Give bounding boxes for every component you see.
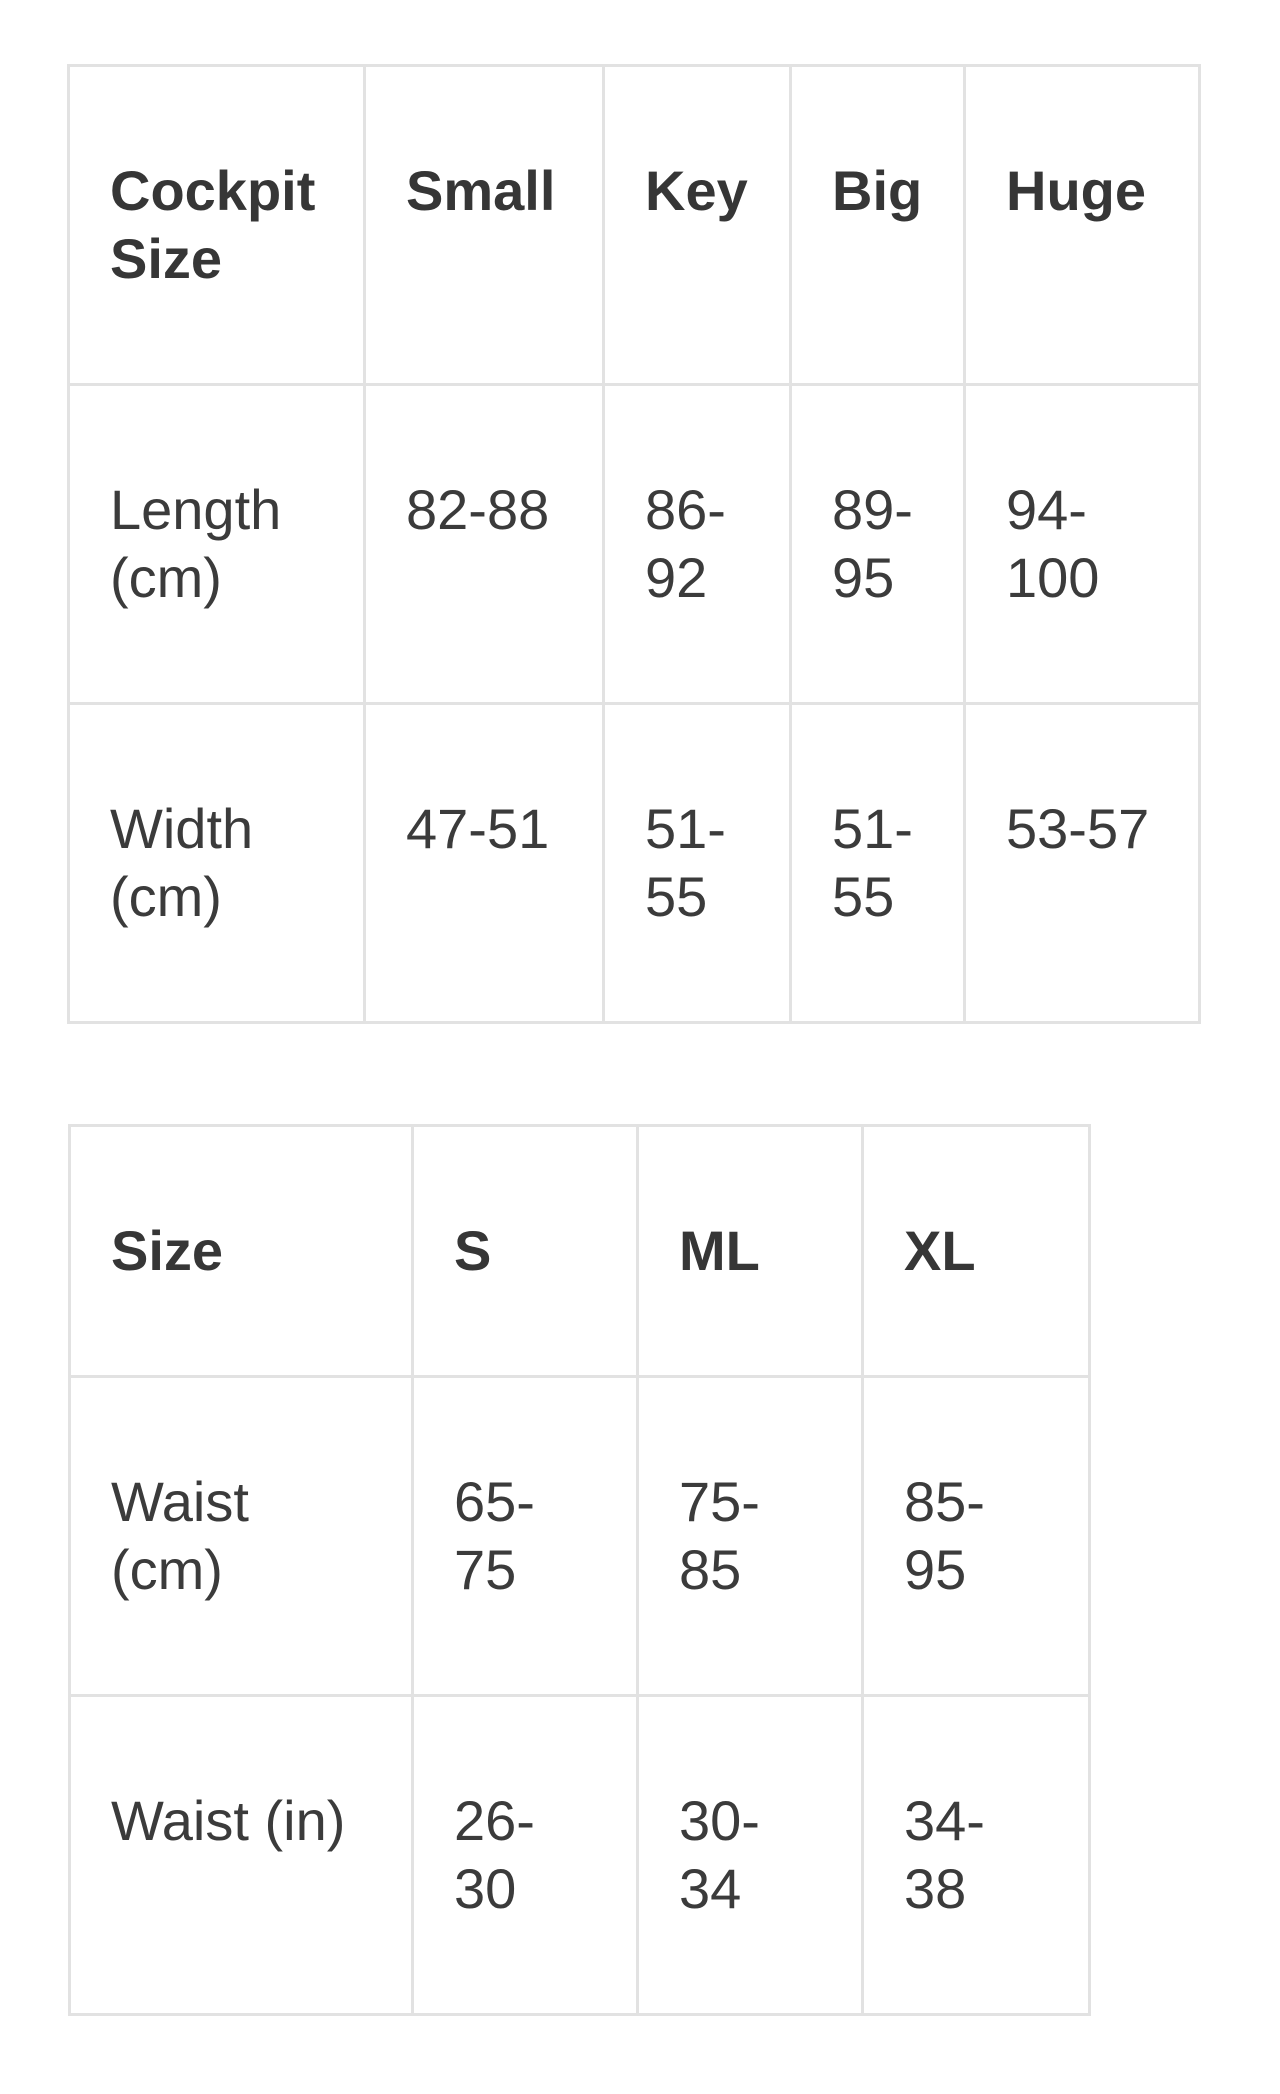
header-cell-xl: XL <box>861 1124 1091 1378</box>
header-cell-small: Small <box>363 64 605 386</box>
header-cell-cockpit-size: Cockpit Size <box>67 64 366 386</box>
cell-width-key: 51- 55 <box>602 702 792 1024</box>
cell-length-big: 89- 95 <box>789 383 966 705</box>
cockpit-table-row-length: Length (cm) 82-88 86- 92 89- 95 94- 100 <box>67 383 1201 705</box>
header-cell-huge: Huge <box>963 64 1201 386</box>
size-table: Size S ML XL Waist (cm) 65- 75 75- 85 85… <box>68 1124 1091 2016</box>
cockpit-table-header-row: Cockpit Size Small Key Big Huge <box>67 64 1201 386</box>
cell-waist-in-ml: 30- 34 <box>636 1694 864 2016</box>
cell-waist-in-xl: 34- 38 <box>861 1694 1091 2016</box>
header-cell-size: Size <box>68 1124 414 1378</box>
cell-waist-in-s: 26- 30 <box>411 1694 639 2016</box>
cell-width-huge: 53-57 <box>963 702 1201 1024</box>
cell-length-huge: 94- 100 <box>963 383 1201 705</box>
cockpit-size-table: Cockpit Size Small Key Big Huge Length (… <box>67 64 1201 1024</box>
header-cell-key: Key <box>602 64 792 386</box>
cell-length-key: 86- 92 <box>602 383 792 705</box>
header-cell-s: S <box>411 1124 639 1378</box>
cell-waist-cm-ml: 75- 85 <box>636 1375 864 1697</box>
header-cell-big: Big <box>789 64 966 386</box>
size-table-row-waist-in: Waist (in) 26- 30 30- 34 34- 38 <box>68 1694 1091 2016</box>
row-label-waist-in: Waist (in) <box>68 1694 414 2016</box>
row-label-waist-cm: Waist (cm) <box>68 1375 414 1697</box>
cell-waist-cm-s: 65- 75 <box>411 1375 639 1697</box>
cell-length-small: 82-88 <box>363 383 605 705</box>
row-label-width-cm: Width (cm) <box>67 702 366 1024</box>
size-table-header-row: Size S ML XL <box>68 1124 1091 1378</box>
row-label-length-cm: Length (cm) <box>67 383 366 705</box>
cell-waist-cm-xl: 85- 95 <box>861 1375 1091 1697</box>
cockpit-table-row-width: Width (cm) 47-51 51- 55 51- 55 53-57 <box>67 702 1201 1024</box>
cell-width-big: 51- 55 <box>789 702 966 1024</box>
header-cell-ml: ML <box>636 1124 864 1378</box>
size-table-row-waist-cm: Waist (cm) 65- 75 75- 85 85- 95 <box>68 1375 1091 1697</box>
cell-width-small: 47-51 <box>363 702 605 1024</box>
